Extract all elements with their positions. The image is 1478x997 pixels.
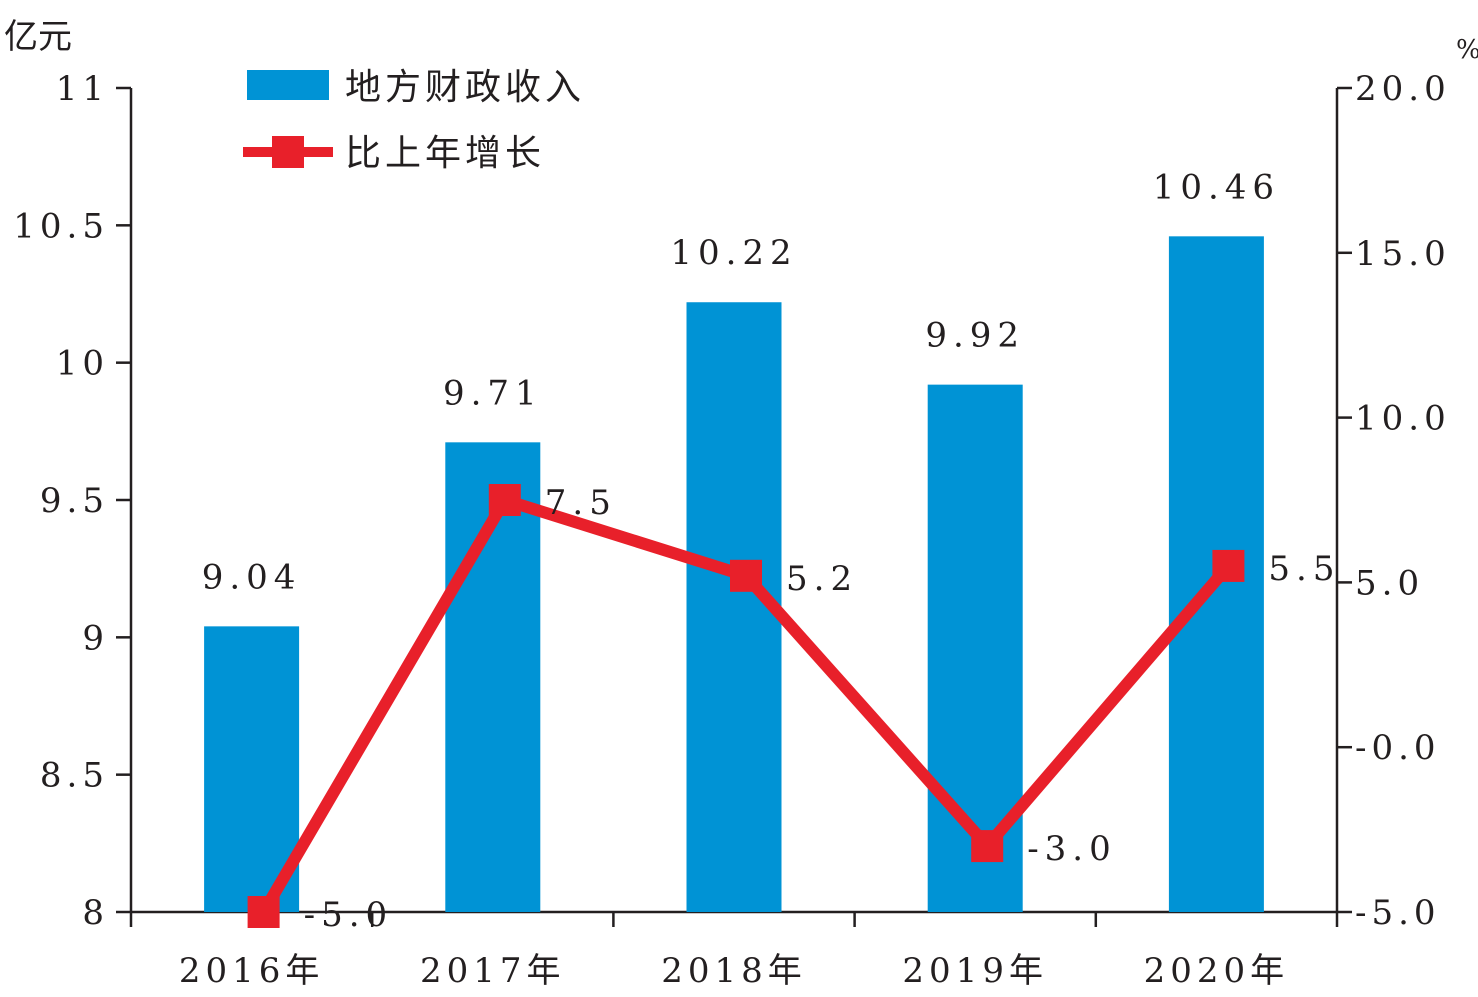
bar (686, 302, 782, 912)
left-tick-label: 8.5 (40, 756, 109, 796)
line-data-labels: -5.0 7.5 5.2 -3.0 5.5 (304, 483, 1340, 935)
bar-value-label: 10.46 (1153, 167, 1280, 207)
legend-line-label: 比上年增长 (345, 133, 545, 174)
left-tick-label: 9 (82, 618, 109, 658)
line-value-label: 5.2 (786, 559, 858, 599)
line-value-label: 5.5 (1268, 549, 1340, 589)
bar-value-label: 10.22 (670, 233, 797, 273)
line-marker (730, 559, 762, 592)
x-tick-label: 2016年 (179, 951, 325, 991)
right-tick-label: -0.0 (1355, 728, 1441, 768)
bar-data-labels: 9.04 9.71 10.22 9.92 10.46 (202, 167, 1280, 597)
x-tick-label: 2019年 (902, 951, 1048, 991)
right-tick-label: 10.0 (1355, 399, 1451, 439)
line-marker (971, 830, 1004, 863)
left-tick-label: 8 (82, 893, 109, 933)
legend-bar-swatch (247, 70, 329, 100)
legend-line-marker (272, 136, 304, 168)
x-tick-label: 2017年 (420, 951, 566, 991)
right-axis-unit: % (1456, 35, 1478, 65)
line-value-label: -5.0 (304, 895, 394, 935)
left-tick-label: 10.5 (13, 206, 109, 246)
line-marker (1212, 549, 1245, 582)
x-axis: 2016年 2017年 2018年 2019年 2020年 (129, 910, 1339, 991)
x-tick-label: 2018年 (661, 951, 807, 991)
left-y-axis: 8 8.5 9 9.5 10 10.5 11 (13, 69, 133, 933)
line-value-label: 7.5 (545, 483, 617, 523)
right-tick-label: 20.0 (1355, 69, 1451, 109)
bar-value-label: 9.92 (925, 316, 1025, 356)
left-tick-label: 10 (56, 344, 109, 384)
left-axis-unit: 亿元 (4, 17, 72, 57)
bar-value-label: 9.04 (202, 557, 302, 597)
x-tick-label: 2020年 (1144, 951, 1290, 991)
line-value-label: -3.0 (1027, 829, 1117, 869)
right-y-axis: -5.0 -0.0 5.0 10.0 15.0 20.0 (1335, 69, 1451, 933)
line-marker (488, 484, 521, 516)
right-tick-label: -5.0 (1355, 893, 1441, 933)
right-tick-label: 5.0 (1355, 563, 1424, 603)
bar (204, 626, 300, 912)
line-marker (247, 896, 280, 928)
bar-value-label: 9.71 (443, 373, 543, 413)
left-tick-label: 11 (56, 69, 109, 109)
right-tick-label: 15.0 (1355, 234, 1451, 274)
legend-bar-label: 地方财政收入 (345, 67, 585, 108)
left-tick-label: 9.5 (40, 481, 109, 521)
line-series (247, 484, 1245, 928)
